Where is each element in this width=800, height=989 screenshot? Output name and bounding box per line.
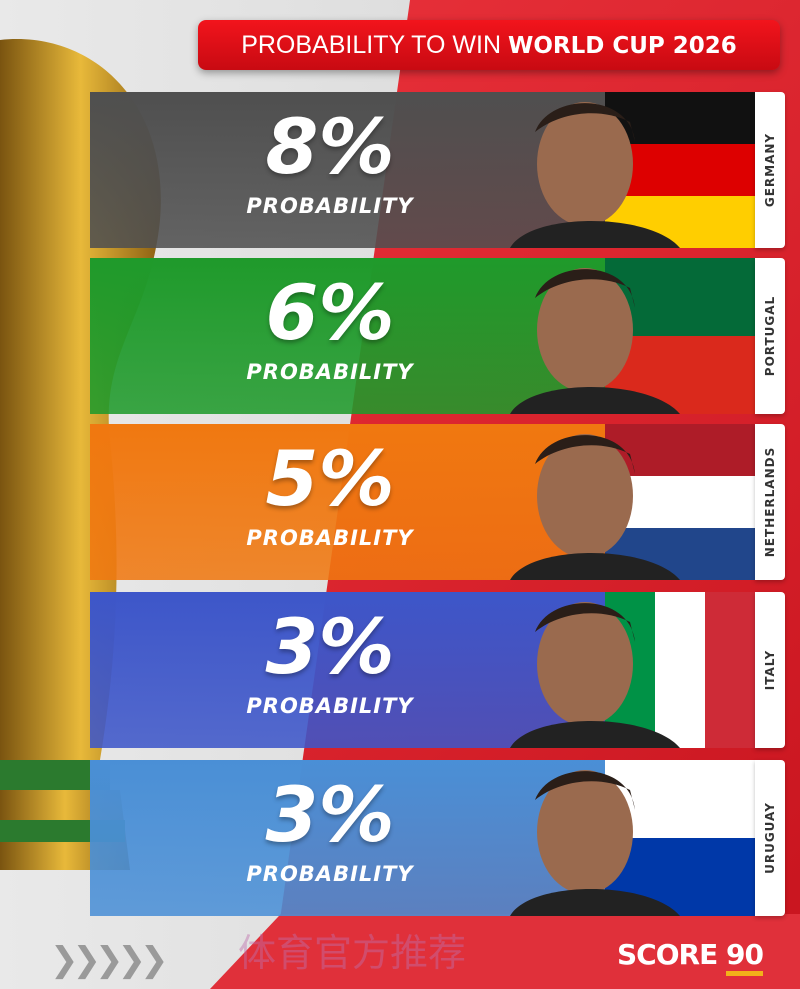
probability-row-germany: 8% PROBABILITY bbox=[90, 92, 755, 248]
watermark: 体育官方推荐 bbox=[238, 931, 467, 975]
player-photo bbox=[510, 102, 680, 248]
country-name: NETHERLANDS bbox=[763, 446, 777, 558]
country-tab: ITALY bbox=[755, 592, 785, 748]
probability-label: PROBABILITY bbox=[246, 694, 414, 718]
probability-value: 3% bbox=[265, 770, 395, 859]
player-photo bbox=[510, 268, 680, 414]
country-tab: PORTUGAL bbox=[755, 258, 785, 414]
title-light: PROBABILITY TO WIN bbox=[241, 31, 501, 59]
probability-label: PROBABILITY bbox=[246, 862, 414, 886]
probability-row-portugal: 6% PROBABILITY bbox=[90, 258, 755, 414]
player-photo bbox=[510, 770, 680, 916]
country-name: ITALY bbox=[763, 649, 777, 691]
country-name: PORTUGAL bbox=[763, 295, 777, 377]
country-tab: URUGUAY bbox=[755, 760, 785, 916]
score90-logo: SCORE 90 bbox=[617, 938, 764, 976]
country-tab: GERMANY bbox=[755, 92, 785, 248]
player-photo bbox=[510, 602, 680, 748]
probability-value: 6% bbox=[265, 268, 395, 357]
probability-value: 3% bbox=[265, 602, 395, 691]
footer-red-band bbox=[210, 914, 800, 989]
probability-value: 8% bbox=[265, 102, 395, 191]
country-name: URUGUAY bbox=[763, 802, 777, 874]
title-bold: WORLD CUP 2026 bbox=[507, 33, 737, 59]
probability-row-netherlands: 5% PROBABILITY bbox=[90, 424, 755, 580]
probability-row-italy: 3% PROBABILITY bbox=[90, 592, 755, 748]
probability-label: PROBABILITY bbox=[246, 194, 414, 218]
country-tab: NETHERLANDS bbox=[755, 424, 785, 580]
page-title: PROBABILITY TO WIN WORLD CUP 2026 bbox=[198, 20, 780, 70]
country-name: GERMANY bbox=[763, 132, 777, 208]
chevrons-decoration: ❯❯❯❯❯ bbox=[50, 940, 168, 980]
probability-label: PROBABILITY bbox=[246, 526, 414, 550]
probability-row-uruguay: 3% PROBABILITY bbox=[90, 760, 755, 916]
brand-name: SCORE bbox=[617, 938, 718, 971]
probability-value: 5% bbox=[265, 434, 395, 523]
probability-label: PROBABILITY bbox=[246, 360, 414, 384]
player-photo bbox=[510, 434, 680, 580]
brand-number: 90 bbox=[725, 938, 764, 976]
